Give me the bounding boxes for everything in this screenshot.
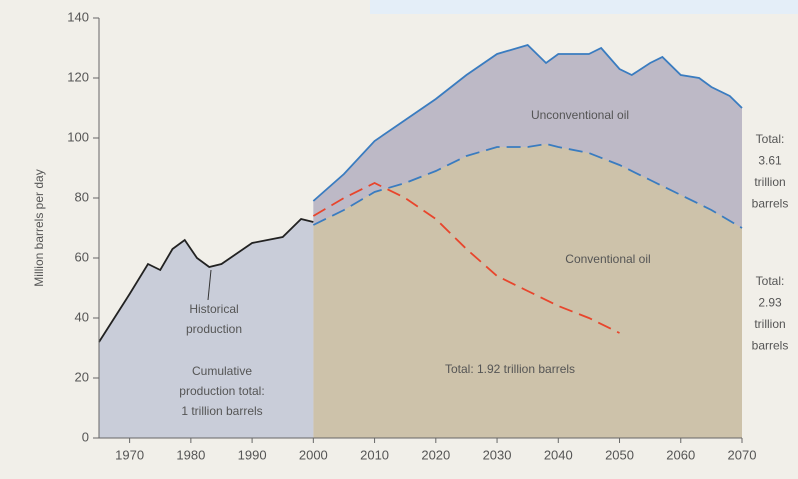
x-tick-label: 2070: [728, 447, 757, 462]
y-tick-label: 0: [82, 429, 89, 444]
x-tick-label: 2020: [421, 447, 450, 462]
y-axis-label: Million barrels per day: [32, 169, 46, 286]
line: [98, 218, 314, 343]
x-tick-label: 2040: [544, 447, 573, 462]
x-tick-label: 2060: [666, 447, 695, 462]
x-tick-label: 2030: [483, 447, 512, 462]
annotation: production: [186, 322, 242, 336]
annotation: barrels: [752, 339, 789, 353]
annotation: barrels: [752, 197, 789, 211]
y-tick-label: 100: [67, 129, 89, 144]
annotation: 2.93: [758, 296, 782, 310]
x-tick-label: 1970: [115, 447, 144, 462]
y-tick-label: 120: [67, 69, 89, 84]
leader-line: [207, 269, 212, 301]
y-tick-label: 20: [75, 369, 89, 384]
line: [312, 143, 743, 229]
annotation: Cumulative: [192, 364, 252, 378]
annotation: Conventional oil: [565, 252, 650, 266]
y-tick-label: 140: [67, 9, 89, 24]
annotation: 3.61: [758, 154, 782, 168]
y-tick-label: 80: [75, 189, 89, 204]
annotation: Historical: [189, 302, 238, 316]
top-band: [370, 0, 798, 14]
annotation: Unconventional oil: [531, 108, 629, 122]
y-tick-label: 60: [75, 249, 89, 264]
annotation: trillion: [754, 175, 785, 189]
x-tick-label: 1990: [238, 447, 267, 462]
annotation: Total:: [756, 274, 785, 288]
y-tick-label: 40: [75, 309, 89, 324]
line: [312, 181, 620, 334]
annotation: Total:: [756, 132, 785, 146]
x-tick-label: 2000: [299, 447, 328, 462]
annotation: trillion: [754, 317, 785, 331]
area: [99, 219, 314, 438]
line: [312, 43, 743, 202]
annotation: 1 trillion barrels: [181, 404, 262, 418]
annotation: Total: 1.92 trillion barrels: [445, 362, 575, 376]
x-tick-label: 1980: [176, 447, 205, 462]
annotation: production total:: [179, 384, 264, 398]
x-tick-label: 2010: [360, 447, 389, 462]
x-tick-label: 2050: [605, 447, 634, 462]
